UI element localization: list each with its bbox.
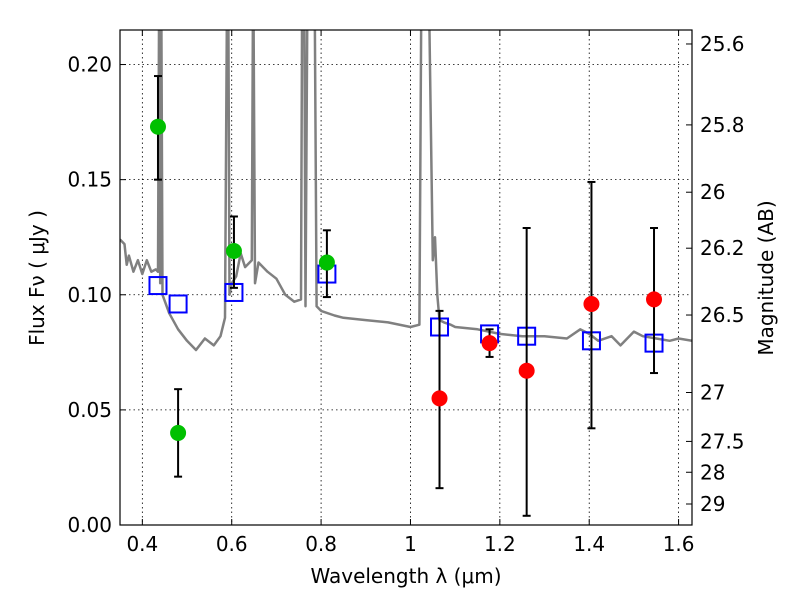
right-tick-label: 27.5: [700, 429, 745, 453]
photometry-point: [583, 295, 600, 312]
y-axis-title: Flux Fν ( μJy ): [25, 210, 49, 346]
right-tick-label: 25.8: [700, 113, 745, 137]
plot-frame: [119, 29, 693, 526]
photometry-point: [518, 362, 535, 379]
grid: [120, 30, 692, 526]
photometry-point: [149, 118, 166, 135]
photometry-point: [481, 335, 498, 352]
x-tick-label: 1.4: [573, 532, 605, 556]
axes: 0.4 0.6 0.8 1 1.2 1.4 1.6 0.00 0.05 0.10 0.15 0.20 2…: [67, 30, 745, 556]
photometry-point: [318, 254, 335, 271]
photometry-point: [646, 291, 663, 308]
x-tick-label: 0.4: [126, 532, 158, 556]
y-tick-label: 0.20: [67, 53, 112, 77]
y-tick-label: 0.10: [67, 283, 112, 307]
x-tick-label: 1.6: [663, 532, 695, 556]
spectrum-line: [120, 30, 692, 352]
right-tick-label: 28: [700, 460, 725, 484]
right-tick-label: 26.5: [700, 303, 745, 327]
y-tick-label: 0.15: [67, 168, 112, 192]
photometry-point: [170, 424, 187, 441]
right-tick-label: 25.6: [700, 32, 745, 56]
plot-area: [120, 30, 692, 517]
y-tick-label: 0.00: [67, 513, 112, 537]
model-square-marker: [148, 276, 168, 296]
right-tick-label: 26: [700, 180, 725, 204]
photometry-point: [431, 390, 448, 407]
x-tick-label: 1.2: [484, 532, 516, 556]
x-axis-title: Wavelength λ (μm): [310, 564, 501, 588]
y-axis-right-title: Magnitude (AB): [754, 200, 778, 355]
right-tick-label: 29: [700, 492, 725, 516]
photometry-point: [225, 243, 242, 260]
model-square-marker: [168, 294, 188, 314]
y-tick-label: 0.05: [67, 398, 112, 422]
right-tick-label: 26.2: [700, 236, 745, 260]
x-tick-label: 0.8: [305, 532, 337, 556]
x-tick-label: 0.6: [216, 532, 248, 556]
right-tick-label: 27: [700, 381, 725, 405]
x-tick-label: 1: [404, 532, 417, 556]
